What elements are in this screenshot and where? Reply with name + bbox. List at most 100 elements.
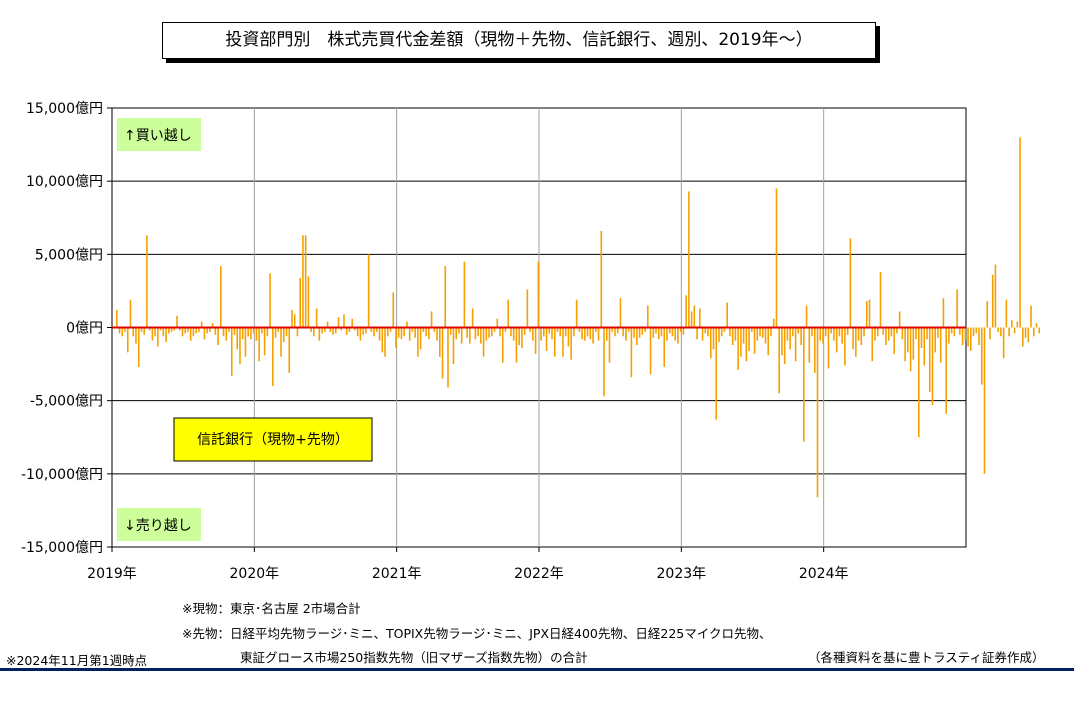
bar	[898, 311, 901, 328]
bar	[876, 327, 879, 337]
bar	[939, 327, 942, 363]
bar	[310, 327, 312, 332]
bar	[887, 327, 890, 341]
bar	[403, 327, 405, 337]
bar	[255, 327, 258, 341]
bar	[701, 327, 704, 341]
bar	[972, 327, 975, 337]
bar	[159, 327, 162, 331]
x-tick-label: 2022年	[514, 566, 564, 582]
bar	[499, 327, 501, 337]
bar	[477, 327, 479, 337]
bar	[775, 188, 778, 328]
bar	[400, 327, 403, 340]
bar	[345, 327, 348, 335]
bar	[772, 318, 775, 328]
bar-series	[112, 137, 1041, 498]
bar	[633, 327, 635, 338]
bar	[742, 327, 745, 344]
bar	[532, 327, 534, 341]
bar	[534, 327, 537, 354]
bar	[748, 327, 750, 351]
bar	[370, 327, 373, 332]
bar	[162, 327, 165, 337]
bar	[124, 327, 126, 332]
bar	[657, 327, 660, 340]
bar	[824, 327, 827, 337]
bar	[723, 327, 726, 332]
bar	[296, 327, 299, 337]
bar	[816, 327, 819, 498]
buy-label: ↑買い越し	[117, 118, 201, 151]
bar	[135, 327, 137, 344]
bar	[846, 327, 849, 335]
bar	[523, 327, 526, 335]
bar	[389, 327, 392, 332]
bar	[318, 327, 321, 341]
bar	[901, 327, 904, 340]
bar	[428, 327, 430, 340]
bar	[376, 327, 378, 332]
bar	[460, 327, 463, 344]
bar	[395, 327, 397, 348]
bar	[556, 327, 559, 332]
bar	[269, 273, 271, 328]
bar	[438, 327, 441, 357]
bar	[343, 314, 345, 328]
bar	[953, 327, 956, 337]
note-sakimono-1: ※先物：日経平均先物ラージ･ミニ、TOPIX先物ラージ･ミニ、JPX日経400先…	[182, 626, 772, 641]
bar	[510, 327, 512, 337]
bar	[490, 327, 493, 337]
bar	[384, 327, 386, 357]
bar	[581, 327, 583, 340]
bar	[334, 327, 337, 334]
bar	[696, 327, 698, 340]
bar	[326, 321, 329, 328]
bar	[712, 327, 715, 350]
bar	[767, 327, 770, 356]
x-tick-label: 2019年	[87, 566, 137, 582]
bar	[324, 327, 326, 332]
bar	[222, 327, 225, 337]
bar	[518, 327, 520, 346]
bar	[313, 327, 315, 337]
bar	[961, 327, 964, 346]
bar	[592, 327, 594, 344]
bar	[808, 327, 811, 363]
bar	[641, 327, 644, 335]
bar	[751, 327, 753, 332]
bar	[406, 321, 408, 328]
y-tick-label: -5,000億円	[30, 394, 103, 410]
bar	[865, 301, 868, 328]
bar	[447, 327, 449, 388]
bar	[356, 327, 359, 337]
bar	[660, 327, 663, 337]
bar	[734, 327, 737, 341]
bar	[430, 311, 433, 328]
bar	[597, 327, 600, 341]
bar	[220, 266, 222, 328]
bar	[258, 327, 260, 362]
bar	[285, 327, 288, 337]
bar	[121, 327, 124, 337]
bar	[151, 327, 154, 341]
bar	[833, 327, 835, 341]
bar	[792, 327, 794, 337]
bar	[863, 327, 865, 337]
bar	[129, 299, 132, 328]
bar	[978, 327, 980, 346]
bar	[378, 327, 381, 341]
bar	[991, 274, 994, 328]
bar	[291, 309, 293, 328]
bar	[146, 235, 148, 328]
bar	[699, 308, 701, 328]
bar	[931, 327, 934, 406]
bar	[928, 327, 931, 392]
bar	[537, 261, 540, 328]
bar	[471, 308, 474, 328]
bar	[619, 298, 622, 328]
bar	[116, 309, 118, 328]
bar	[835, 327, 838, 353]
bar	[337, 317, 340, 328]
